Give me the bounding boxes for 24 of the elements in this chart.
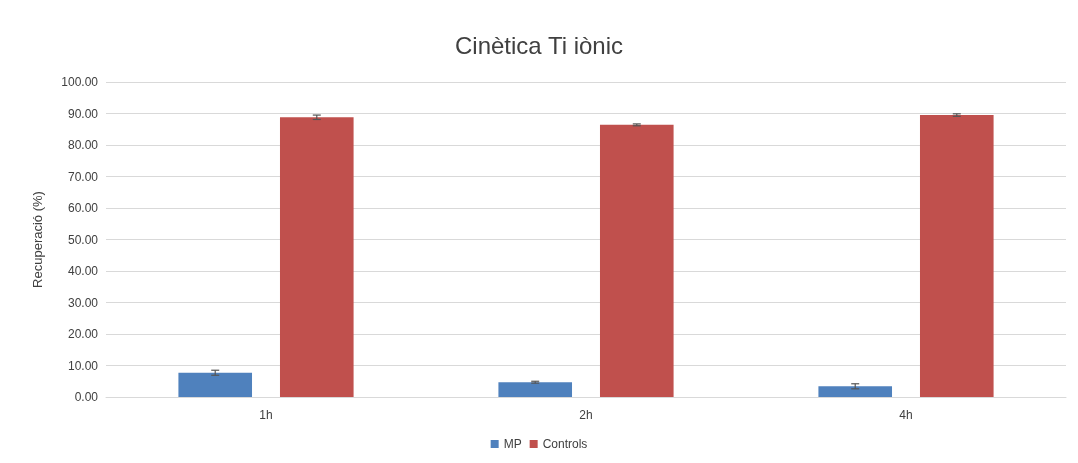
y-tick-label: 90.00 (67, 106, 99, 121)
y-tick-label: 20.00 (67, 327, 99, 341)
y-tick-label: 50.00 (67, 232, 99, 247)
y-tick-label: 100.00 (61, 75, 99, 89)
legend-label: Controls (542, 437, 588, 451)
chart-title: Cinètica Ti iònic (454, 31, 624, 59)
bar (599, 124, 674, 397)
y-axis-title: Recuperació (%) (30, 191, 45, 288)
x-tick-label: 2h (579, 408, 593, 422)
bar (178, 372, 253, 397)
y-tick-label: 30.00 (67, 295, 99, 310)
y-tick-label: 0.00 (74, 390, 99, 404)
y-tick-label: 60.00 (67, 201, 99, 215)
x-tick-label: 1h (259, 408, 273, 422)
x-tick-label: 4h (899, 408, 913, 422)
y-tick-label: 10.00 (67, 358, 99, 373)
bar (279, 117, 354, 397)
legend-label: MP (503, 437, 522, 451)
y-tick-label: 70.00 (67, 169, 99, 184)
y-tick-label: 80.00 (67, 138, 99, 152)
bar (498, 382, 573, 397)
bar (818, 386, 893, 397)
bar (919, 115, 994, 397)
y-tick-label: 40.00 (67, 264, 99, 278)
